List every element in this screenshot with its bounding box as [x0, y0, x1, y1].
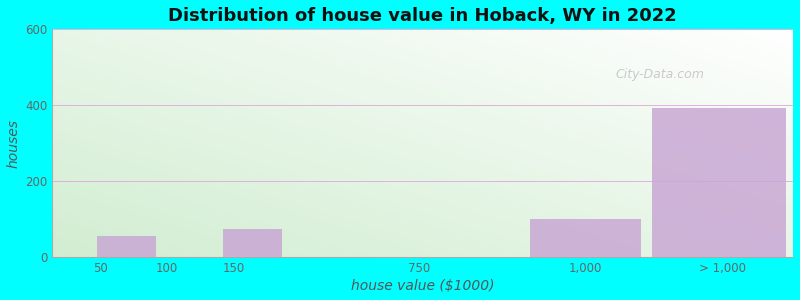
Text: City-Data.com: City-Data.com	[615, 68, 704, 81]
Y-axis label: houses: houses	[7, 119, 21, 168]
Bar	[652, 108, 786, 257]
Bar	[97, 236, 156, 257]
Title: Distribution of house value in Hoback, WY in 2022: Distribution of house value in Hoback, W…	[168, 7, 677, 25]
Bar	[222, 229, 282, 257]
X-axis label: house value ($1000): house value ($1000)	[351, 279, 494, 293]
Bar	[530, 219, 641, 257]
